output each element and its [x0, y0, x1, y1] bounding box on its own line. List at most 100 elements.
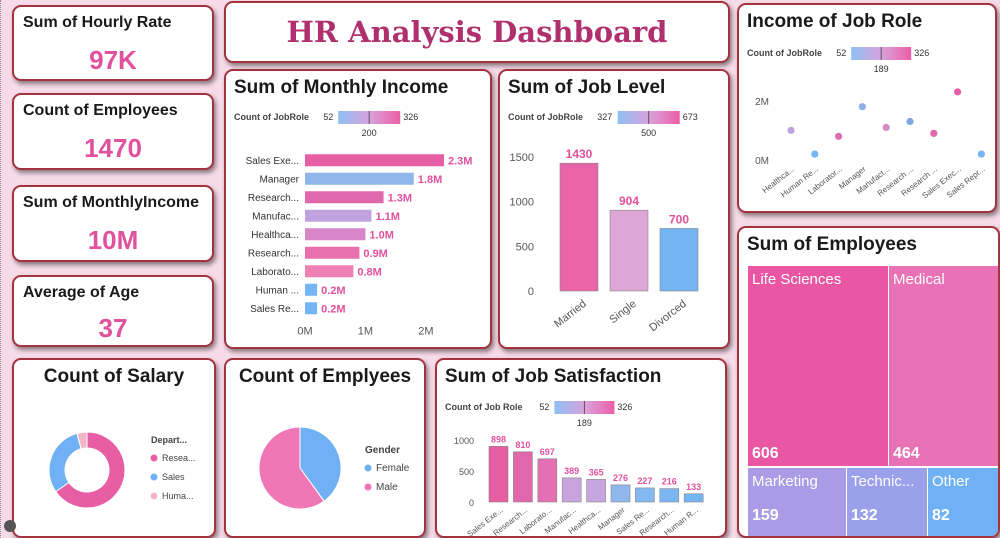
color-scale-legend: Count of JobRole 52 326 189 [747, 47, 929, 74]
treemap-label: Technic... [851, 473, 914, 490]
treemap-cell [928, 468, 998, 536]
income-job-role-chart-card[interactable]: Income of Job Role Count of JobRole 52 326… [737, 3, 997, 213]
data-point [906, 117, 914, 126]
monthly-income-chart: Count of JobRole 52 326 200 Sales Exe... 2.3… [234, 111, 472, 338]
bar [586, 479, 606, 503]
treemap-value: 464 [893, 445, 920, 462]
category-label: Research... [248, 248, 299, 259]
value-label: 227 [637, 476, 652, 486]
gender-legend: Gender Female Male [364, 445, 410, 493]
kpi-card-hourly-rate[interactable]: Sum of Hourly Rate 97K [12, 5, 214, 81]
value-label: 0.2M [321, 285, 345, 297]
pie-slice [48, 432, 82, 493]
legend-min: 52 [323, 112, 333, 122]
kpi-value: 10M [87, 225, 139, 255]
job-level-chart: Count of JobRole 327 673 500 0 500 1000 1500 14… [508, 111, 699, 334]
legend-min: 327 [597, 112, 612, 122]
treemap-label: Marketing [752, 473, 818, 490]
y-tick-label: 1500 [510, 152, 534, 164]
pie-slice [76, 431, 88, 450]
dashboard-title: HR Analysis Dashboard [286, 15, 668, 49]
bar [488, 446, 509, 503]
treemap-value: 132 [851, 507, 878, 524]
chart-title: Income of Job Role [747, 11, 923, 32]
bar [683, 493, 704, 503]
legend-swatch [364, 483, 372, 491]
data-point [977, 150, 985, 158]
value-label: 904 [619, 194, 639, 208]
value-label: 898 [491, 434, 506, 444]
legend-min: 52 [539, 402, 549, 412]
kpi-card-employee-count[interactable]: Count of Employees 1470 [12, 93, 214, 170]
department-legend: Depart... Resea... Sales Huma... [150, 435, 196, 501]
legend-max: 326 [617, 402, 632, 412]
legend-swatch [150, 473, 158, 481]
chart-title: Count of Emplyees [238, 366, 412, 387]
treemap-cells: Life Sciences 606 Medical 464 Marketing 159 Te… [748, 266, 998, 536]
value-label: 0.8M [357, 266, 381, 278]
data-point [954, 88, 962, 96]
bar [305, 302, 318, 315]
legend-swatch [150, 492, 158, 500]
y-tick-label: 0 [469, 498, 474, 508]
bar [559, 162, 599, 292]
legend-title: Count of JobRole [747, 48, 822, 58]
category-label: Sales Re... [250, 304, 299, 315]
legend-title: Count of Job Role [445, 402, 523, 412]
legend-label: Male [376, 482, 398, 493]
value-label: 1.8M [418, 174, 442, 186]
scroll-handle[interactable] [4, 520, 16, 532]
data-point [858, 103, 866, 111]
job-satisfaction-chart-card[interactable]: Sum of Job Satisfaction Count of Job Rol… [435, 358, 727, 538]
value-label: 1430 [566, 147, 593, 161]
y-tick-label: 0M [755, 156, 769, 167]
bar [305, 283, 318, 296]
donut-slices [48, 431, 126, 509]
category-label: Laborato... [251, 267, 299, 278]
salary-donut-chart: Depart... Resea... Sales Huma... [48, 431, 196, 509]
treemap-cell [748, 468, 846, 536]
monthly-income-bars: Sales Exe... 2.3M Manager 1.8M Research... 1.… [246, 154, 472, 338]
category-label: Married [552, 298, 589, 330]
kpi-card-average-age[interactable]: Average of Age 37 [12, 275, 214, 347]
x-tick-label: 2M [418, 326, 433, 338]
treemap-label: Medical [893, 271, 945, 288]
legend-mid: 200 [362, 128, 377, 138]
gender-pie-card[interactable]: Count of Emplyees Gender Female Male [224, 358, 426, 538]
legend-title: Count of JobRole [234, 112, 309, 122]
data-point [811, 150, 819, 158]
job-level-chart-card[interactable]: Sum of Job Level Count of JobRole 327 673 5… [498, 69, 730, 349]
bar [305, 172, 414, 185]
chart-title: Sum of Job Satisfaction [445, 366, 662, 387]
value-label: 0.9M [363, 248, 387, 260]
kpi-title: Count of Employees [23, 102, 178, 119]
salary-donut-card[interactable]: Count of Salary Depart... Resea... Sales Hu… [12, 358, 216, 538]
bar [305, 228, 366, 241]
treemap-label: Life Sciences [752, 271, 841, 288]
legend-max: 673 [683, 112, 698, 122]
treemap-cell [889, 266, 998, 466]
value-label: 133 [686, 482, 701, 492]
y-tick-label: 2M [755, 97, 769, 108]
kpi-card-monthly-income[interactable]: Sum of MonthlyIncome 10M [12, 185, 214, 262]
chart-title: Sum of Monthly Income [234, 77, 449, 98]
bar [659, 228, 699, 292]
category-label: Single [607, 298, 638, 326]
treemap-cell [748, 266, 888, 466]
pie-slice [258, 426, 325, 510]
job-level-bars: 0 500 1000 1500 1430 Married 904 Single 700 Divor… [510, 147, 699, 334]
value-label: 2.3M [448, 155, 472, 167]
kpi-title: Sum of Hourly Rate [23, 14, 172, 31]
monthly-income-chart-card[interactable]: Sum of Monthly Income Count of JobRole 52… [224, 69, 492, 349]
data-point [930, 129, 938, 137]
value-label: 0.2M [321, 303, 345, 315]
employees-treemap-card[interactable]: Sum of Employees Life Sciences 606 Medical… [737, 226, 1000, 538]
category-label: Manager [260, 174, 300, 185]
treemap-value: 82 [932, 507, 950, 524]
category-label: Healthca... [251, 230, 299, 241]
value-label: 810 [515, 440, 530, 450]
kpi-title: Sum of MonthlyIncome [23, 194, 199, 211]
category-label: Sales Exe... [246, 156, 299, 167]
value-label: 389 [564, 466, 579, 476]
